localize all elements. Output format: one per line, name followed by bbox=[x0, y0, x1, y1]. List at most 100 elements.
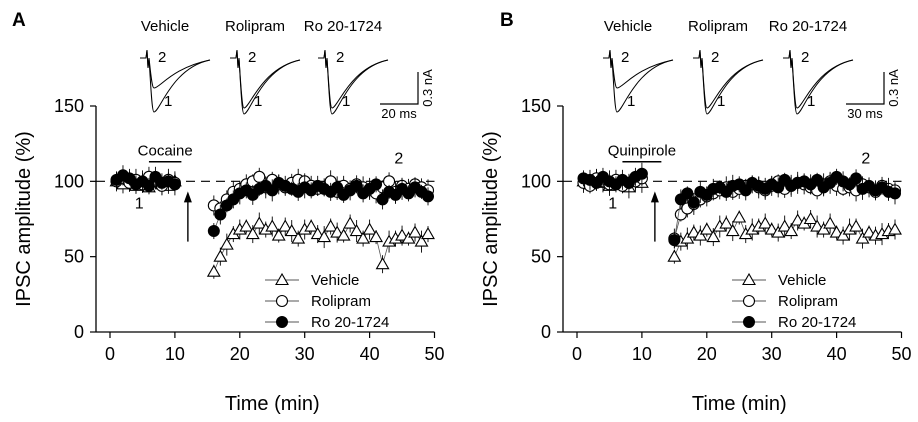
timepoint-label: 1 bbox=[135, 195, 144, 212]
data-point bbox=[777, 219, 792, 232]
trace-title: Rolipram bbox=[688, 18, 748, 35]
trace-title: Vehicle bbox=[604, 18, 652, 35]
y-tick-label: 0 bbox=[74, 322, 84, 342]
data-point bbox=[213, 249, 228, 262]
data-point bbox=[849, 219, 864, 232]
data-point bbox=[680, 231, 695, 244]
data-point bbox=[719, 216, 734, 229]
data-point bbox=[414, 234, 429, 247]
data-point bbox=[810, 219, 825, 232]
data-point bbox=[343, 216, 358, 229]
data-point bbox=[758, 216, 773, 229]
x-tick-label: 20 bbox=[230, 344, 250, 364]
scale-bar bbox=[846, 72, 885, 105]
data-point bbox=[252, 216, 267, 229]
trace-label-2: 2 bbox=[801, 49, 809, 66]
legend-label: Rolipram bbox=[778, 293, 838, 310]
data-point bbox=[266, 184, 279, 197]
data-point bbox=[823, 216, 838, 229]
data-point bbox=[686, 225, 701, 238]
scale-time-label: 30 ms bbox=[847, 106, 883, 121]
data-point bbox=[284, 223, 299, 237]
data-point bbox=[278, 219, 293, 232]
data-point bbox=[219, 237, 234, 250]
data-point bbox=[408, 225, 422, 238]
data-point bbox=[739, 184, 752, 197]
data-point bbox=[732, 210, 747, 223]
data-point bbox=[245, 226, 260, 240]
data-point bbox=[693, 228, 708, 241]
drug-label: Cocaine bbox=[138, 143, 193, 160]
trace-label-2: 2 bbox=[711, 49, 719, 66]
trace-label-2: 2 bbox=[621, 49, 629, 66]
y-axis-title: IPSC amplitude (%) bbox=[13, 131, 35, 307]
trace-waveform-1 bbox=[318, 49, 389, 115]
trace-inset: Rolipram 2 1 bbox=[688, 18, 764, 115]
panel-letter: A bbox=[12, 10, 26, 31]
trace-inset: Vehicle 2 1 bbox=[140, 18, 211, 113]
data-point bbox=[816, 222, 831, 235]
data-point bbox=[811, 173, 824, 186]
trace-title: Rolipram bbox=[225, 18, 285, 35]
trace-inset: Vehicle 2 1 bbox=[603, 18, 674, 113]
data-point bbox=[889, 187, 902, 200]
legend-label: Vehicle bbox=[778, 272, 826, 289]
trace-inset: Ro 20-1724 2 1 bbox=[769, 18, 854, 115]
x-tick-label: 0 bbox=[105, 344, 115, 364]
data-point bbox=[635, 167, 648, 180]
legend-marker bbox=[742, 294, 756, 308]
data-point bbox=[836, 228, 851, 241]
data-point bbox=[369, 229, 384, 243]
trace-waveform-1 bbox=[693, 49, 764, 115]
y-tick-label: 50 bbox=[64, 247, 84, 267]
data-point bbox=[850, 172, 863, 185]
data-point bbox=[356, 231, 371, 244]
data-point bbox=[370, 178, 383, 191]
legend-label: Vehicle bbox=[311, 272, 359, 289]
trace-inset: Rolipram 2 1 bbox=[225, 18, 301, 115]
data-point bbox=[304, 219, 319, 232]
data-point bbox=[362, 222, 377, 235]
trace-waveform-1 bbox=[140, 49, 211, 113]
drug-label: Quinpirole bbox=[608, 143, 676, 160]
scale-amplitude-label: 0.3 nA bbox=[420, 69, 435, 107]
trace-title: Vehicle bbox=[141, 18, 189, 35]
panel-b: B 0 10 20 30 40 50 0 50 100 150 Time (min) IPSC ampl… bbox=[480, 10, 912, 415]
data-point bbox=[206, 264, 221, 277]
data-point bbox=[336, 228, 351, 241]
x-tick-label: 40 bbox=[360, 344, 380, 364]
data-point bbox=[317, 229, 332, 243]
trace-label-1: 1 bbox=[627, 93, 635, 110]
x-tick-label: 10 bbox=[165, 344, 185, 364]
x-tick-label: 50 bbox=[424, 344, 444, 364]
data-point bbox=[421, 226, 435, 240]
data-point bbox=[772, 181, 785, 194]
scale-bar bbox=[380, 72, 419, 105]
data-point bbox=[330, 225, 345, 238]
trace-label-2: 2 bbox=[158, 49, 166, 66]
trace-waveform-1 bbox=[603, 49, 674, 113]
data-point bbox=[395, 228, 409, 241]
x-tick-label: 50 bbox=[891, 344, 911, 364]
trace-waveform-1 bbox=[783, 49, 854, 115]
x-tick-label: 10 bbox=[632, 344, 652, 364]
legend-label: Ro 20-1724 bbox=[778, 314, 856, 331]
trace-label-1: 1 bbox=[254, 93, 262, 110]
data-point bbox=[699, 222, 714, 235]
data-point bbox=[725, 223, 740, 237]
scale-amplitude-label: 0.3 nA bbox=[886, 69, 901, 107]
y-tick-label: 100 bbox=[521, 171, 551, 191]
data-point bbox=[687, 196, 700, 209]
data-point bbox=[790, 213, 805, 226]
legend-marker bbox=[743, 316, 755, 328]
timepoint-label: 1 bbox=[608, 195, 617, 212]
data-point bbox=[829, 225, 844, 238]
y-tick-label: 150 bbox=[521, 96, 551, 116]
data-point bbox=[862, 225, 876, 238]
trace-label-1: 1 bbox=[342, 93, 350, 110]
data-point bbox=[331, 181, 344, 194]
data-point bbox=[668, 234, 681, 247]
y-tick-label: 50 bbox=[531, 247, 551, 267]
